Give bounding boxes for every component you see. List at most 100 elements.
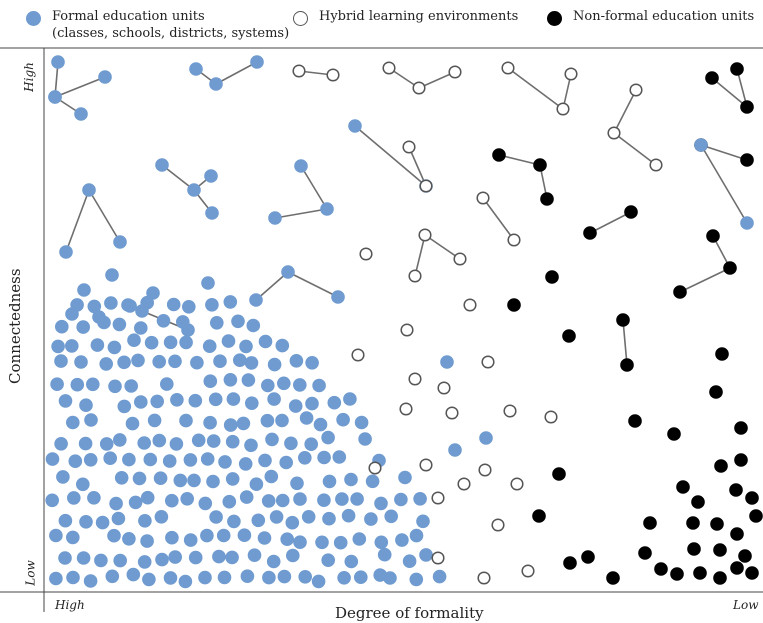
formal-unit-dot — [402, 554, 417, 568]
formal-unit-dot — [50, 377, 64, 392]
formal-unit-dot — [183, 533, 198, 547]
hybrid-environment-dot — [521, 564, 535, 578]
formal-unit-dot — [168, 550, 182, 564]
formal-unit-dot — [298, 451, 312, 465]
formal-unit-dot — [79, 398, 93, 413]
formal-unit-dot — [267, 357, 282, 372]
formal-unit-dot — [251, 513, 266, 528]
formal-unit-dot — [275, 493, 290, 508]
formal-unit-dot — [187, 183, 201, 197]
formal-unit-dot — [221, 334, 236, 348]
formal-unit-dot — [74, 107, 88, 121]
formal-unit-dot — [341, 508, 356, 523]
formal-unit-dot — [188, 550, 203, 565]
formal-unit-dot — [155, 552, 169, 567]
formal-unit-dot — [104, 296, 118, 310]
hybrid-environment-dot — [400, 323, 414, 337]
formal-unit-dot — [264, 469, 279, 484]
formal-unit-dot — [285, 515, 300, 530]
hybrid-environment-dot — [510, 477, 524, 491]
formal-unit-dot — [479, 431, 493, 445]
formal-unit-dot — [137, 555, 152, 569]
nonformal-unit-dot — [673, 285, 687, 299]
nonformal-unit-dot — [723, 261, 737, 275]
formal-unit-dot — [117, 399, 132, 414]
link-line — [287, 271, 339, 298]
formal-unit-dot — [165, 530, 179, 545]
formal-unit-dot — [317, 493, 331, 508]
nonformal-unit-dot — [654, 562, 668, 576]
formal-unit-dot — [335, 492, 349, 506]
y-axis-title: Connectedness — [6, 268, 24, 384]
formal-unit-dot — [146, 286, 160, 300]
formal-unit-dot — [45, 493, 59, 508]
formal-unit-dot — [143, 452, 158, 467]
nonformal-unit-dot — [687, 542, 701, 556]
formal-unit-dot — [140, 534, 154, 548]
formal-unit-dot — [107, 340, 122, 355]
formal-unit-dot — [239, 339, 253, 354]
hybrid-environment-dot — [368, 461, 382, 475]
hybrid-environment-dot — [445, 406, 459, 420]
hybrid-environment-dot — [431, 491, 445, 505]
hybrid-environment-dot — [481, 355, 495, 369]
hybrid-environment-dot — [448, 65, 462, 79]
formal-unit-dot — [87, 491, 101, 505]
hybrid-environment-dot — [419, 458, 433, 472]
nonformal-unit-dot — [552, 467, 566, 481]
nonformal-unit-dot — [533, 158, 547, 172]
formal-unit-dot — [226, 392, 241, 406]
formal-unit-dot — [170, 393, 184, 407]
formal-unit-dot — [409, 572, 424, 587]
nonformal-unit-dot — [540, 192, 554, 206]
formal-unit-dot — [109, 496, 123, 511]
formal-unit-dot — [225, 472, 240, 486]
formal-unit-dot — [249, 477, 264, 492]
link-line — [354, 125, 427, 187]
formal-unit-dot — [201, 276, 215, 290]
formal-unit-dot — [260, 413, 275, 428]
formal-unit-dot — [134, 321, 148, 335]
nonformal-unit-dot — [745, 491, 759, 505]
formal-unit-dot — [225, 434, 240, 449]
formal-unit-dot — [154, 510, 169, 524]
hybrid-environment-dot — [477, 571, 491, 585]
formal-unit-dot — [144, 335, 159, 350]
formal-unit-dot — [152, 433, 167, 448]
formal-unit-dot — [189, 62, 203, 76]
formal-unit-dot — [206, 434, 221, 448]
nonformal-unit-dot — [734, 453, 748, 467]
formal-unit-dot — [409, 528, 424, 543]
formal-unit-dot — [202, 339, 217, 354]
formal-unit-dot — [67, 491, 81, 505]
formal-unit-dot — [231, 314, 245, 329]
formal-unit-dot — [293, 378, 307, 392]
formal-unit-dot — [176, 315, 190, 329]
formal-unit-dot — [127, 333, 141, 348]
nonformal-unit-dot — [563, 556, 577, 570]
formal-unit-dot — [58, 551, 72, 565]
legend: Formal education units (classes, schools… — [0, 0, 763, 48]
formal-unit-dot — [246, 318, 261, 333]
formal-unit-dot — [332, 450, 347, 464]
formal-unit-dot — [92, 310, 106, 324]
formal-unit-dot — [268, 211, 282, 225]
formal-unit-dot — [103, 451, 117, 466]
link-line — [414, 234, 426, 277]
points-layer — [45, 55, 763, 589]
formal-unit-dot — [350, 492, 364, 506]
hybrid-environment-dot — [476, 191, 490, 205]
formal-unit-dot — [150, 394, 164, 409]
hybrid-environment-dot — [292, 64, 306, 78]
hybrid-environment-dot — [359, 247, 373, 261]
hybrid-environment-dot — [419, 179, 433, 193]
formal-unit-dot — [293, 535, 307, 549]
nonformal-unit-dot — [740, 153, 754, 167]
nonformal-unit-dot — [676, 480, 690, 494]
formal-unit-dot — [354, 415, 369, 430]
formal-unit-dot — [179, 335, 193, 350]
formal-unit-dot — [204, 169, 218, 183]
formal-unit-dot — [394, 492, 408, 507]
hybrid-environment-dot — [649, 158, 663, 172]
hybrid-environment-dot — [418, 228, 432, 242]
